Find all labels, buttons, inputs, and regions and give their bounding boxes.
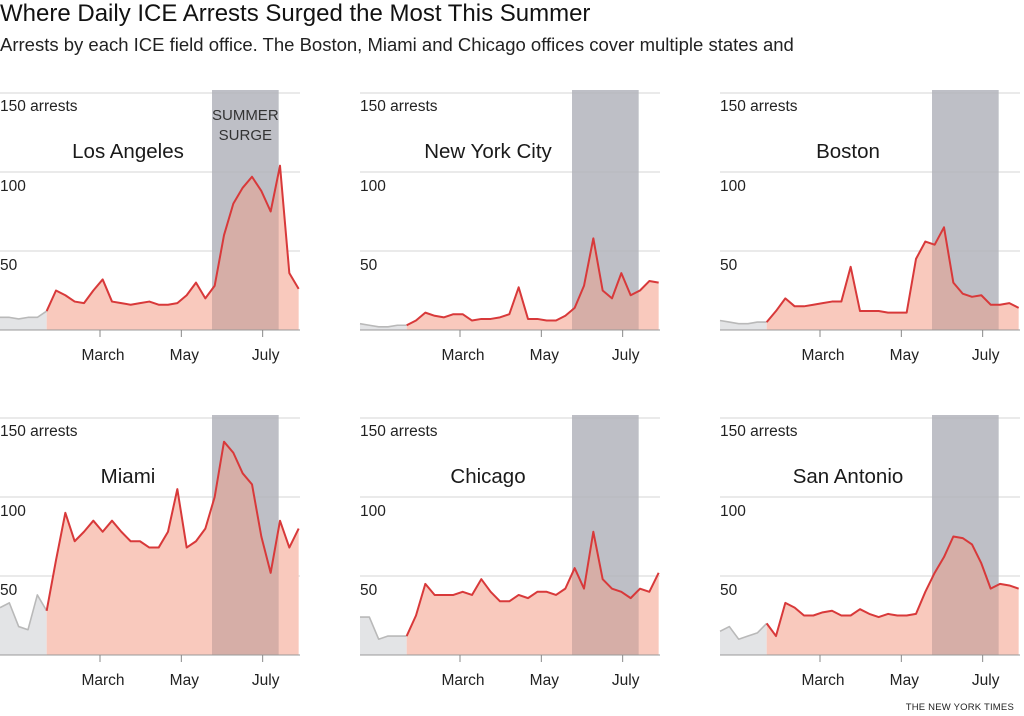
y-tick-label: 50 — [720, 257, 738, 274]
x-tick-label: May — [890, 347, 920, 364]
arrests-line — [45, 440, 300, 611]
arrests-line — [406, 237, 659, 327]
x-tick-label: May — [170, 347, 200, 364]
x-tick-label: July — [972, 672, 1000, 689]
surge-band-overlay — [932, 415, 999, 655]
chart-subtitle: Arrests by each ICE field office. The Bo… — [0, 34, 794, 55]
x-tick-label: March — [441, 672, 484, 689]
panel-chart: 50 100 150 arrests March May July Miami — [0, 415, 300, 689]
arrests-line — [765, 226, 1020, 323]
arrests-line — [765, 535, 1019, 638]
panel-chicago: 50 100 150 arrests March May July Chicago — [360, 415, 666, 715]
panel-title: San Antonio — [793, 465, 904, 488]
surge-label: SUMMER — [212, 107, 279, 124]
pre-period-area — [720, 623, 767, 655]
x-tick-label: July — [252, 672, 280, 689]
panel-chart: 50 100 150 arrests March May July Boston — [719, 90, 1020, 364]
pre-period-line — [359, 322, 407, 328]
y-tick-label: 50 — [0, 582, 18, 599]
surge-band-overlay — [212, 90, 279, 330]
x-tick-label: July — [972, 347, 1000, 364]
x-tick-label: May — [530, 672, 560, 689]
x-tick-label: March — [81, 672, 124, 689]
panel-miami: 50 100 150 arrests March May July Miami — [0, 415, 306, 715]
panel-san-antonio: 50 100 150 arrests March May July San Antonio — [719, 415, 1024, 715]
pre-period-line — [360, 616, 407, 640]
x-tick-label: March — [801, 347, 844, 364]
pre-period-line — [0, 310, 48, 320]
panel-title: Chicago — [450, 465, 525, 488]
y-tick-label: 150 arrests — [360, 98, 438, 115]
pre-period-area — [360, 617, 407, 655]
x-tick-label: March — [441, 347, 484, 364]
x-tick-label: July — [612, 347, 640, 364]
y-tick-label: 100 — [360, 503, 386, 520]
y-tick-label: 100 — [0, 178, 26, 195]
pre-period-line — [719, 622, 768, 640]
panel-chart: 50 100 150 arrests March May July San Antonio — [719, 415, 1020, 689]
panel-new-york-city: 50 100 150 arrests March May July New York Cit… — [359, 90, 666, 390]
x-tick-label: March — [81, 347, 124, 364]
pre-period-area — [0, 311, 47, 330]
x-tick-label: May — [170, 672, 200, 689]
arrests-line — [405, 530, 660, 637]
panel-chart: 50 100 150 arrests March May July New York Cit… — [359, 90, 660, 364]
panel-title: Boston — [816, 140, 880, 163]
panel-chart: 50 100 150 arrests March May July Los Angeles S… — [0, 90, 300, 364]
y-tick-label: 150 arrests — [720, 423, 798, 440]
y-tick-label: 150 arrests — [0, 423, 78, 440]
arrests-line — [45, 164, 300, 312]
panel-los-angeles: 50 100 150 arrests March May July Los Angeles S… — [0, 90, 306, 390]
y-tick-label: 100 — [0, 503, 26, 520]
surge-band-overlay — [572, 415, 639, 655]
chart-title: Where Daily ICE Arrests Surged the Most … — [0, 0, 591, 27]
x-tick-label: May — [890, 672, 920, 689]
x-tick-label: May — [530, 347, 560, 364]
panel-title: New York City — [424, 140, 552, 163]
x-tick-label: July — [612, 672, 640, 689]
surge-band-overlay — [932, 90, 999, 330]
panel-title: Los Angeles — [72, 140, 184, 163]
x-tick-label: March — [801, 672, 844, 689]
panel-title: Miami — [101, 465, 156, 488]
surge-label: SURGE — [219, 127, 272, 144]
y-tick-label: 150 arrests — [0, 98, 78, 115]
y-tick-label: 50 — [360, 257, 378, 274]
pre-period-line — [0, 594, 48, 631]
y-tick-label: 150 arrests — [720, 98, 798, 115]
y-tick-label: 150 arrests — [360, 423, 438, 440]
y-tick-label: 50 — [720, 582, 738, 599]
panel-chart: 50 100 150 arrests March May July Chicago — [360, 415, 660, 689]
y-tick-label: 50 — [0, 257, 18, 274]
y-tick-label: 50 — [360, 582, 378, 599]
y-tick-label: 100 — [720, 178, 746, 195]
surge-band-overlay — [212, 415, 279, 655]
y-tick-label: 100 — [720, 503, 746, 520]
panel-boston: 50 100 150 arrests March May July Boston — [719, 90, 1024, 390]
y-tick-label: 100 — [360, 178, 386, 195]
source-credit: THE NEW YORK TIMES — [905, 702, 1014, 713]
x-tick-label: July — [252, 347, 280, 364]
pre-period-line — [719, 319, 767, 325]
